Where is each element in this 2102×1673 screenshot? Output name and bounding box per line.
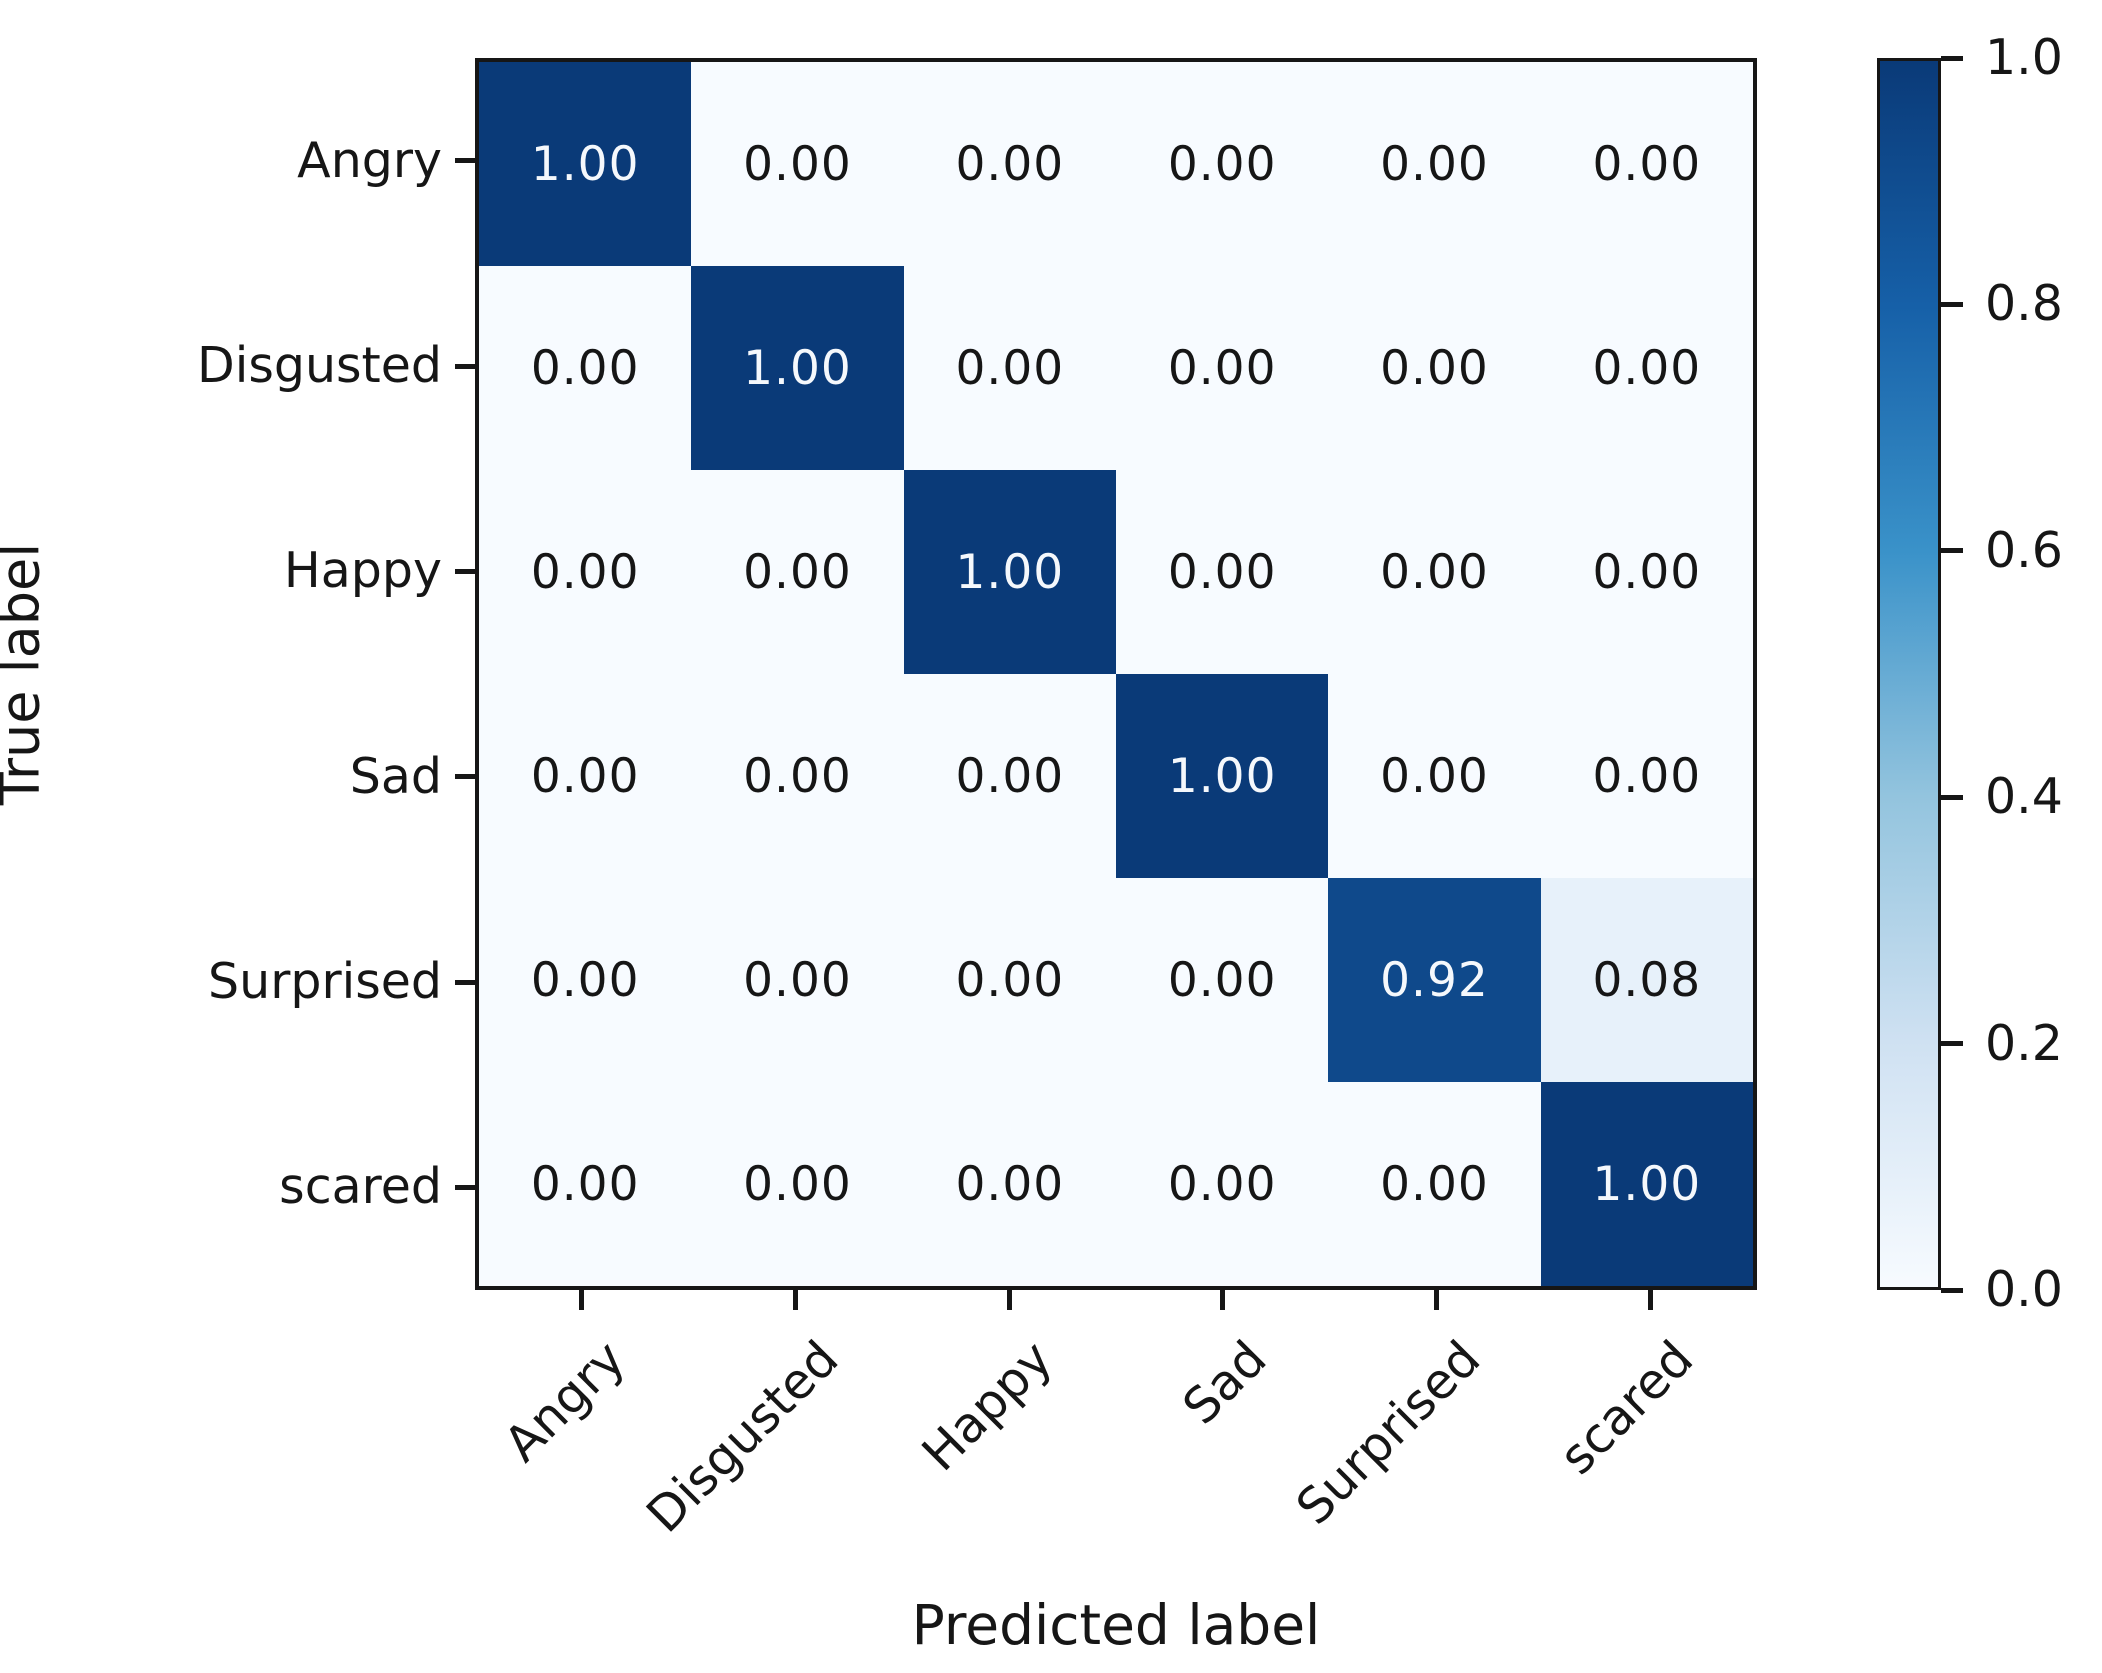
x-axis-tick-label-text: Surprised xyxy=(1285,1330,1491,1536)
matrix-cell: 0.00 xyxy=(1115,878,1329,1082)
colorbar-tick-label: 0.2 xyxy=(1985,1014,2063,1072)
colorbar-tick-label: 1.0 xyxy=(1985,29,2063,86)
matrix-cell: 0.00 xyxy=(1540,62,1753,266)
y-axis-tick-label: Sad xyxy=(349,747,442,805)
colorbar-tick-label: 0.8 xyxy=(1985,275,2063,333)
matrix-cell: 0.00 xyxy=(1540,674,1753,878)
matrix-cell: 0.00 xyxy=(903,674,1116,878)
matrix-cell: 0.00 xyxy=(1328,62,1541,266)
matrix-cell: 0.00 xyxy=(903,62,1116,266)
matrix-cell: 0.00 xyxy=(691,62,904,266)
y-axis-tick-label: Surprised xyxy=(208,953,442,1010)
colorbar-tick-label: 0.4 xyxy=(1985,768,2063,826)
y-axis-tick xyxy=(455,568,475,574)
x-axis-tick-label-text: scared xyxy=(1549,1330,1705,1486)
colorbar-tick xyxy=(1941,301,1963,307)
x-axis-tick-label-text: Angry xyxy=(493,1330,637,1473)
y-axis-tick-label: Happy xyxy=(283,542,442,600)
matrix-cell: 0.00 xyxy=(1328,674,1541,878)
y-axis-tick xyxy=(455,158,475,164)
colorbar-tick-label: 0.0 xyxy=(1985,1261,2063,1318)
x-axis-tick xyxy=(1220,1290,1226,1310)
matrix-cell: 0.00 xyxy=(691,674,904,878)
x-axis-tick-label-text: Happy xyxy=(911,1330,1064,1483)
matrix-cell: 0.00 xyxy=(479,470,692,674)
matrix-cell: 0.00 xyxy=(1328,470,1541,674)
matrix-cell: 0.92 xyxy=(1328,878,1541,1082)
matrix-cell: 0.00 xyxy=(479,878,692,1082)
colorbar xyxy=(1877,58,1941,1290)
matrix-cell: 0.00 xyxy=(1540,470,1753,674)
x-axis-tick-label-text: Disgusted xyxy=(636,1330,850,1544)
matrix-cell: 0.00 xyxy=(479,266,692,470)
colorbar-tick xyxy=(1941,55,1963,61)
matrix-cell: 1.00 xyxy=(479,62,692,266)
matrix-cell: 0.00 xyxy=(1328,1082,1541,1286)
matrix-cell: 0.00 xyxy=(903,266,1116,470)
matrix-cell: 0.00 xyxy=(1328,266,1541,470)
y-axis-tick-label: scared xyxy=(279,1158,442,1216)
matrix-cell: 1.00 xyxy=(691,266,904,470)
x-axis-tick xyxy=(1434,1290,1439,1310)
x-axis-tick xyxy=(793,1290,798,1310)
heatmap-plot: 1.00 0.00 0.00 0.00 0.00 0.00 0.00 1.00 0.00 0.00… xyxy=(475,58,1757,1290)
x-axis-tick xyxy=(1006,1290,1012,1310)
y-axis-tick xyxy=(455,774,475,780)
matrix-cell: 0.00 xyxy=(903,1082,1116,1286)
x-axis-title: Predicted label xyxy=(911,1593,1321,1657)
matrix-cell: 1.00 xyxy=(1115,674,1329,878)
matrix-cell: 0.00 xyxy=(691,470,904,674)
y-axis-tick xyxy=(455,979,475,985)
x-axis-tick-label-text: Sad xyxy=(1171,1330,1278,1436)
matrix-cell: 0.00 xyxy=(1115,470,1329,674)
matrix-cell: 0.00 xyxy=(1115,266,1329,470)
matrix-cell: 0.00 xyxy=(903,878,1116,1082)
matrix-cell: 0.00 xyxy=(479,1082,692,1286)
matrix-cell: 1.00 xyxy=(903,470,1116,674)
colorbar-tick-label: 0.6 xyxy=(1985,521,2063,579)
matrix-cell: 0.08 xyxy=(1540,878,1753,1082)
x-axis-tick xyxy=(1647,1290,1653,1310)
y-axis-tick xyxy=(455,363,475,369)
matrix-cell: 0.00 xyxy=(1540,266,1753,470)
colorbar-tick xyxy=(1941,1041,1963,1047)
y-axis-tick-label: Disgusted xyxy=(196,337,442,394)
matrix-cell: 0.00 xyxy=(1115,62,1329,266)
matrix-cell: 0.00 xyxy=(479,674,692,878)
matrix-cell: 0.00 xyxy=(1115,1082,1329,1286)
heatmap-grid: 1.00 0.00 0.00 0.00 0.00 0.00 0.00 1.00 0.00 0.00… xyxy=(479,62,1753,1286)
matrix-cell: 1.00 xyxy=(1540,1082,1753,1286)
colorbar-tick xyxy=(1941,794,1963,800)
matrix-cell: 0.00 xyxy=(691,1082,904,1286)
matrix-cell: 0.00 xyxy=(691,878,904,1082)
y-axis-tick-label: Angry xyxy=(297,131,442,189)
y-axis-tick xyxy=(455,1184,475,1190)
colorbar-tick xyxy=(1941,1287,1963,1293)
x-axis-tick xyxy=(579,1290,585,1310)
colorbar-tick xyxy=(1941,548,1963,554)
